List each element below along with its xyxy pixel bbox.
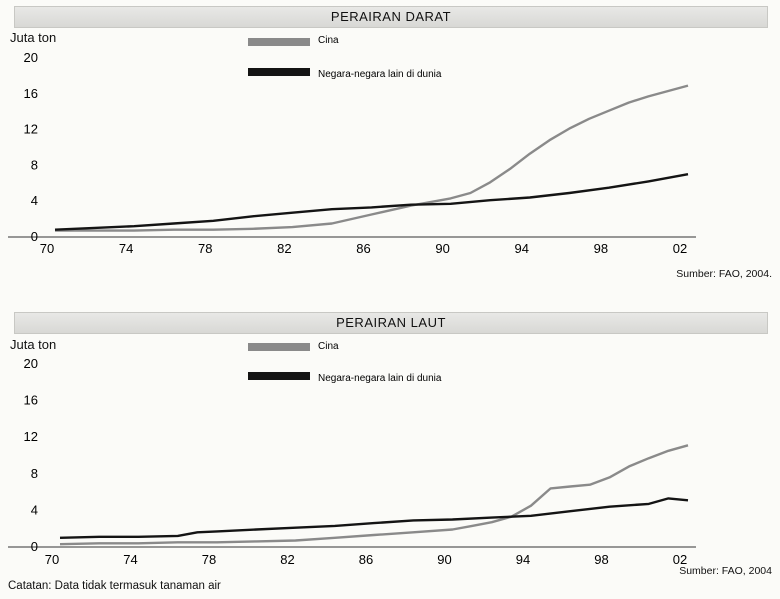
legend-swatch-cina [248,343,310,351]
y-tick-label: 20 [24,50,38,65]
x-tick-label: 86 [359,552,373,567]
chart-panel-laut: PERAIRAN LAUT Juta ton 0 4 8 12 16 20 70 74 78 82… [0,307,780,577]
unit-label-darat: Juta ton [10,30,57,45]
source-laut: Sumber: FAO, 2004 [679,565,772,577]
legend-label-cina: Cina [318,35,339,46]
x-tick-label: 82 [280,552,294,567]
y-tick-label: 16 [24,393,38,408]
line-chart-darat: 0 4 8 12 16 20 70 74 78 82 86 90 94 98 02 Cina Negara-ne… [8,35,696,256]
chart-title-laut: PERAIRAN LAUT [14,312,768,334]
y-tick-label: 16 [24,86,38,101]
x-tick-label: 78 [202,552,216,567]
x-tick-label: 82 [277,241,291,256]
series-line-cina [55,84,689,232]
y-tick-label: 12 [24,429,38,444]
unit-label-laut: Juta ton [10,337,57,352]
y-tick-label: 20 [24,356,38,371]
source-darat: Sumber: FAO, 2004. [676,268,772,280]
series-line-others [59,497,689,539]
series-line-others [54,173,689,231]
legend-swatch-cina [248,38,310,46]
x-tick-label: 74 [123,552,137,567]
legend-label-cina: Cina [318,341,339,352]
footnote: Catatan: Data tidak termasuk tanaman air [8,580,221,592]
line-chart-laut: 0 4 8 12 16 20 70 74 78 82 86 90 94 98 02 Cina Negara-ne… [8,341,696,567]
y-tick-label: 0 [31,229,38,244]
x-tick-label: 78 [198,241,212,256]
x-tick-label: 70 [40,241,54,256]
legend-label-others: Negara-negara lain di dunia [318,373,442,384]
chart-title-darat: PERAIRAN DARAT [14,6,768,28]
series-line-cina [59,444,689,546]
x-tick-label: 98 [594,552,608,567]
x-tick-label: 90 [437,552,451,567]
x-tick-label: 02 [673,241,687,256]
x-tick-label: 86 [356,241,370,256]
x-tick-label: 94 [516,552,530,567]
legend-swatch-others [248,372,310,380]
y-tick-label: 8 [31,466,38,481]
y-tick-label: 0 [31,539,38,554]
y-tick-label: 4 [31,502,38,517]
x-tick-label: 94 [515,241,529,256]
legend-label-others: Negara-negara lain di dunia [318,69,442,80]
x-tick-label: 02 [673,552,687,567]
x-tick-label: 74 [119,241,133,256]
y-tick-label: 8 [31,157,38,172]
x-tick-label: 70 [45,552,59,567]
y-tick-label: 12 [24,122,38,137]
x-tick-label: 98 [594,241,608,256]
chart-panel-darat: PERAIRAN DARAT Juta ton 0 4 8 12 16 20 70 74 78 8… [8,6,772,280]
legend-swatch-others [248,68,310,76]
y-tick-label: 4 [31,193,38,208]
x-tick-label: 90 [435,241,449,256]
